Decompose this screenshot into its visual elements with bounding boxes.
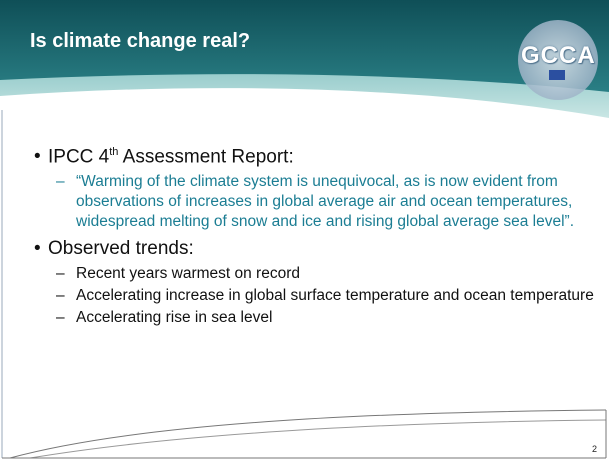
bottom-curve xyxy=(29,419,607,459)
bottom-curve xyxy=(9,409,607,459)
logo-flag xyxy=(549,70,565,80)
bullet-text: IPCC 4 xyxy=(48,146,110,168)
bullet: IPCC 4th Assessment Report: xyxy=(34,146,594,168)
bullet: Observed trends: xyxy=(34,238,594,260)
sub-bullet: Accelerating rise in sea level xyxy=(34,308,594,328)
sub-bullet: Accelerating increase in global surface … xyxy=(34,286,594,306)
sub-list: Recent years warmest on record Accelerat… xyxy=(34,264,594,328)
logo-circle xyxy=(518,20,598,100)
sub-bullet: “Warming of the climate system is unequi… xyxy=(34,172,594,232)
logo-text: GCCA xyxy=(521,42,596,69)
content: IPCC 4th Assessment Report: “Warming of … xyxy=(34,146,594,334)
sub-bullet: Recent years warmest on record xyxy=(34,264,594,284)
slide-title: Is climate change real? xyxy=(30,30,251,52)
page-number: 2 xyxy=(591,444,597,454)
sub-list: “Warming of the climate system is unequi… xyxy=(34,172,594,232)
superscript: th xyxy=(109,146,119,158)
bullet-text: Assessment Report: xyxy=(118,146,294,168)
header xyxy=(0,0,609,92)
bullet-text: Observed trends: xyxy=(48,238,194,260)
